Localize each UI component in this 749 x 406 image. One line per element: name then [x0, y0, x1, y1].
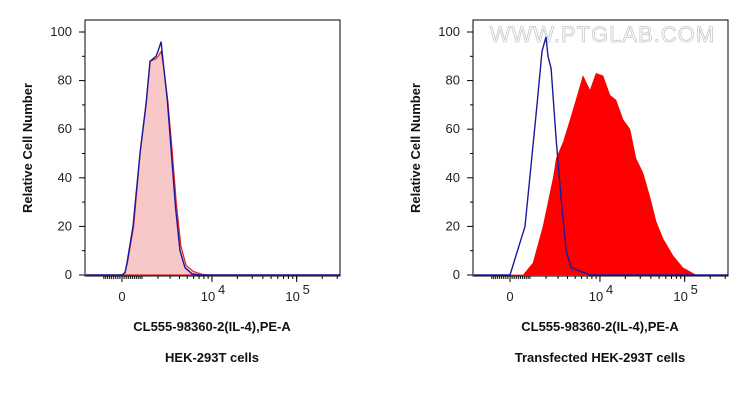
y-tick-label: 60 — [446, 121, 460, 136]
histogram-panel-left: Relative Cell Number CL555-98360-2(IL-4)… — [20, 19, 341, 365]
panel-caption: Transfected HEK-293T cells — [515, 350, 686, 365]
x-axis-label: CL555-98360-2(IL-4),PE-A — [521, 319, 679, 334]
x-tick-label: 10 — [201, 289, 215, 304]
y-axis-label: Relative Cell Number — [408, 83, 423, 213]
histogram-panel-right: Relative Cell Number CL555-98360-2(IL-4)… — [408, 19, 729, 365]
x-tick-label: 0 — [118, 289, 125, 304]
y-tick-label: 20 — [58, 218, 72, 233]
y-axis-label: Relative Cell Number — [20, 83, 35, 213]
plot-frame — [84, 19, 341, 277]
x-axis-label: CL555-98360-2(IL-4),PE-A — [133, 319, 291, 334]
histogram-line-series-1 — [474, 36, 728, 276]
y-tick-label: 100 — [438, 24, 460, 39]
histogram-line-series-1 — [86, 41, 340, 276]
x-tick-label: 10 — [673, 289, 687, 304]
x-tick-exponent: 4 — [606, 282, 613, 297]
y-tick-label: 80 — [446, 73, 460, 88]
x-tick-exponent: 5 — [303, 282, 310, 297]
y-tick-label: 0 — [453, 267, 460, 282]
x-tick-label: 10 — [589, 289, 603, 304]
y-tick-label: 0 — [65, 267, 72, 282]
y-tick-label: 100 — [50, 24, 72, 39]
panel-caption: HEK-293T cells — [165, 350, 259, 365]
y-tick-label: 40 — [446, 170, 460, 185]
y-tick-label: 80 — [58, 73, 72, 88]
y-tick-label: 20 — [446, 218, 460, 233]
x-tick-label: 10 — [285, 289, 299, 304]
x-tick-exponent: 5 — [691, 282, 698, 297]
histogram-fill-series-0 — [474, 72, 728, 276]
y-tick-label: 40 — [58, 170, 72, 185]
x-tick-label: 0 — [506, 289, 513, 304]
x-tick-exponent: 4 — [218, 282, 225, 297]
y-tick-label: 60 — [58, 121, 72, 136]
watermark: WWW.PTGLAB.COM — [490, 22, 715, 47]
